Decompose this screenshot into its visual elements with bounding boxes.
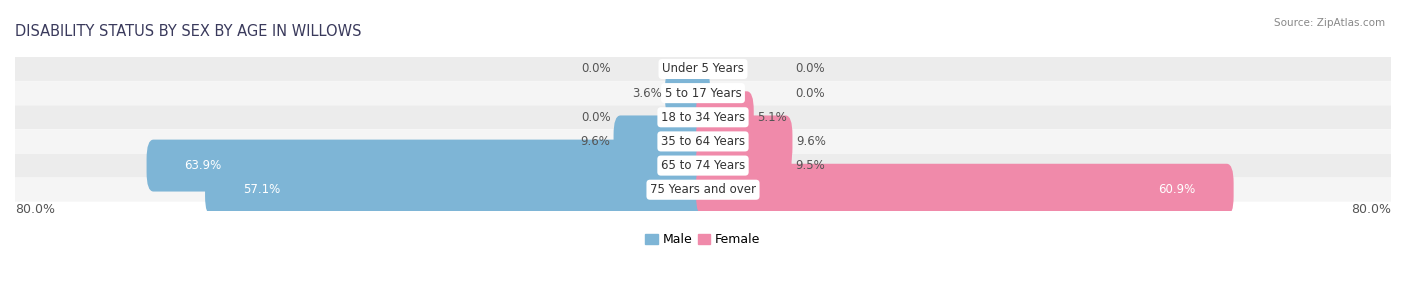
FancyBboxPatch shape — [15, 130, 1391, 154]
Text: 0.0%: 0.0% — [794, 62, 825, 75]
Text: 80.0%: 80.0% — [15, 203, 55, 216]
FancyBboxPatch shape — [15, 154, 1391, 178]
Text: 75 Years and over: 75 Years and over — [650, 183, 756, 196]
Text: 9.6%: 9.6% — [581, 135, 610, 148]
FancyBboxPatch shape — [665, 67, 710, 119]
Legend: Male, Female: Male, Female — [641, 228, 765, 251]
FancyBboxPatch shape — [15, 178, 1391, 202]
FancyBboxPatch shape — [696, 116, 793, 168]
Text: 5.1%: 5.1% — [758, 111, 787, 124]
Text: 35 to 64 Years: 35 to 64 Years — [661, 135, 745, 148]
Text: 3.6%: 3.6% — [631, 87, 662, 100]
Text: DISABILITY STATUS BY SEX BY AGE IN WILLOWS: DISABILITY STATUS BY SEX BY AGE IN WILLO… — [15, 24, 361, 39]
FancyBboxPatch shape — [696, 164, 1233, 216]
Text: 80.0%: 80.0% — [1351, 203, 1391, 216]
Text: 60.9%: 60.9% — [1159, 183, 1195, 196]
Text: 0.0%: 0.0% — [794, 87, 825, 100]
FancyBboxPatch shape — [205, 164, 710, 216]
Text: 63.9%: 63.9% — [184, 159, 222, 172]
Text: Source: ZipAtlas.com: Source: ZipAtlas.com — [1274, 18, 1385, 28]
Text: 65 to 74 Years: 65 to 74 Years — [661, 159, 745, 172]
FancyBboxPatch shape — [146, 140, 710, 192]
FancyBboxPatch shape — [15, 81, 1391, 105]
Text: 18 to 34 Years: 18 to 34 Years — [661, 111, 745, 124]
FancyBboxPatch shape — [696, 140, 792, 192]
FancyBboxPatch shape — [613, 116, 710, 168]
Text: 5 to 17 Years: 5 to 17 Years — [665, 87, 741, 100]
Text: 57.1%: 57.1% — [243, 183, 280, 196]
FancyBboxPatch shape — [15, 57, 1391, 81]
Text: 9.5%: 9.5% — [794, 159, 825, 172]
Text: Under 5 Years: Under 5 Years — [662, 62, 744, 75]
Text: 0.0%: 0.0% — [581, 62, 612, 75]
Text: 0.0%: 0.0% — [581, 111, 612, 124]
FancyBboxPatch shape — [15, 105, 1391, 129]
FancyBboxPatch shape — [696, 91, 754, 143]
Text: 9.6%: 9.6% — [796, 135, 825, 148]
